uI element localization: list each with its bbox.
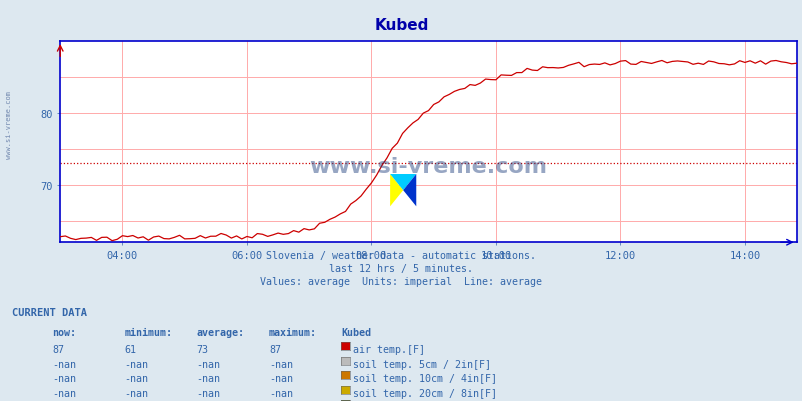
Text: maximum:: maximum:	[269, 328, 317, 338]
Text: 73: 73	[196, 344, 209, 354]
Text: -nan: -nan	[269, 373, 293, 383]
Text: -nan: -nan	[124, 373, 148, 383]
Polygon shape	[403, 174, 415, 207]
Text: -nan: -nan	[124, 388, 148, 398]
Text: -nan: -nan	[52, 359, 76, 369]
Text: CURRENT DATA: CURRENT DATA	[12, 307, 87, 317]
Text: -nan: -nan	[196, 388, 221, 398]
Text: -nan: -nan	[52, 373, 76, 383]
Text: 87: 87	[52, 344, 64, 354]
Text: www.si-vreme.com: www.si-vreme.com	[309, 156, 547, 176]
Text: Kubed: Kubed	[374, 18, 428, 33]
Polygon shape	[390, 174, 403, 207]
Text: -nan: -nan	[196, 373, 221, 383]
Text: last 12 hrs / 5 minutes.: last 12 hrs / 5 minutes.	[329, 263, 473, 273]
Text: Values: average  Units: imperial  Line: average: Values: average Units: imperial Line: av…	[260, 276, 542, 286]
Text: soil temp. 20cm / 8in[F]: soil temp. 20cm / 8in[F]	[352, 388, 496, 398]
Text: air temp.[F]: air temp.[F]	[352, 344, 424, 354]
Text: minimum:: minimum:	[124, 328, 172, 338]
Text: -nan: -nan	[269, 388, 293, 398]
Text: www.si-vreme.com: www.si-vreme.com	[6, 90, 12, 158]
Text: average:: average:	[196, 328, 245, 338]
Text: soil temp. 5cm / 2in[F]: soil temp. 5cm / 2in[F]	[352, 359, 490, 369]
Text: Slovenia / weather data - automatic stations.: Slovenia / weather data - automatic stat…	[266, 251, 536, 261]
Text: 61: 61	[124, 344, 136, 354]
Text: 87: 87	[269, 344, 281, 354]
Text: -nan: -nan	[124, 359, 148, 369]
Text: -nan: -nan	[52, 388, 76, 398]
Text: -nan: -nan	[196, 359, 221, 369]
Text: -nan: -nan	[269, 359, 293, 369]
Polygon shape	[390, 174, 415, 191]
Text: now:: now:	[52, 328, 76, 338]
Text: Kubed: Kubed	[341, 328, 371, 338]
Text: soil temp. 10cm / 4in[F]: soil temp. 10cm / 4in[F]	[352, 373, 496, 383]
